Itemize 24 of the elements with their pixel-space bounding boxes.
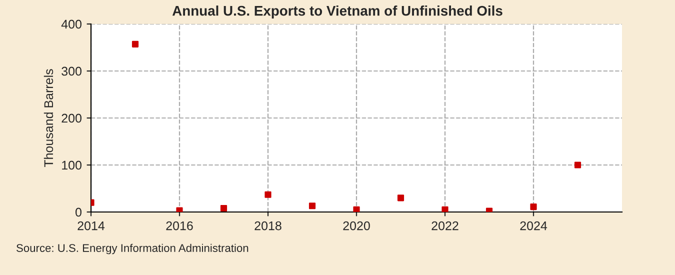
point: [264, 191, 272, 198]
point: [397, 194, 404, 202]
point: [176, 207, 183, 212]
x-tick-label: 2024: [520, 221, 548, 230]
point: [308, 202, 316, 210]
point: [220, 204, 228, 212]
point: [530, 204, 537, 210]
y-tick-label: 300: [62, 66, 82, 76]
y-tick-label: 0: [76, 208, 82, 217]
x-tick-label: 2014: [78, 221, 105, 230]
y-axis-title: Thousand Barrels: [44, 69, 54, 168]
point: [442, 206, 448, 212]
point: [353, 206, 360, 212]
point: [132, 40, 139, 48]
y-tick-label: 100: [62, 160, 82, 170]
source-note: Source: U.S. Energy Information Administration: [16, 244, 248, 254]
x-tick-label: 2022: [432, 221, 458, 230]
x-tick-label: 2018: [254, 221, 282, 230]
x-tick-label: 2016: [166, 221, 193, 230]
point: [574, 162, 582, 168]
y-tick-label: 400: [61, 20, 82, 29]
x-tick-label: 2020: [343, 221, 370, 230]
y-tick-label: 200: [62, 114, 82, 123]
chart-title: Annual U.S. Exports to Vietnam of Unfinished Oils: [172, 6, 502, 18]
